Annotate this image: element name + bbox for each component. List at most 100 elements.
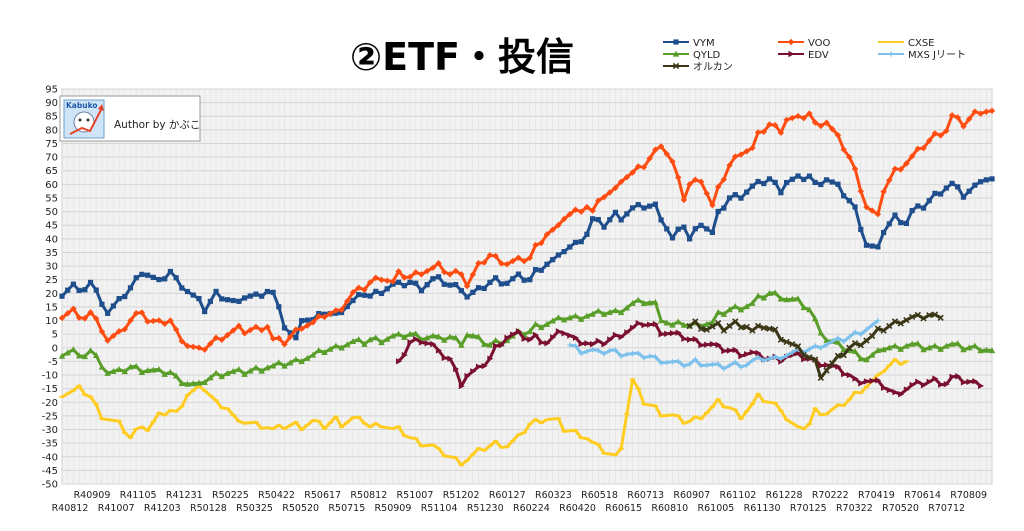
- data-point: [971, 108, 979, 115]
- data-point: [144, 429, 151, 432]
- data-point: [521, 431, 527, 434]
- data-point: [207, 394, 213, 397]
- data-point: [367, 293, 373, 299]
- data-point: [834, 338, 842, 345]
- data-point: [93, 403, 99, 406]
- data-point: [510, 439, 516, 442]
- data-point: [555, 417, 561, 420]
- data-point: [326, 345, 334, 352]
- data-point: [355, 284, 362, 291]
- data-point: [926, 344, 933, 351]
- x-tick-label: R60127: [489, 490, 526, 501]
- data-point: [852, 391, 858, 394]
- y-tick-label: 20: [45, 289, 58, 300]
- data-point: [772, 179, 778, 186]
- data-point: [127, 436, 134, 439]
- data-point: [635, 387, 641, 390]
- data-point: [664, 359, 670, 365]
- data-point: [674, 174, 682, 181]
- data-point: [276, 424, 282, 427]
- data-point: [378, 276, 385, 284]
- data-point: [481, 449, 487, 452]
- data-point: [544, 261, 550, 267]
- data-point: [561, 330, 568, 337]
- data-point: [852, 375, 859, 382]
- data-point: [332, 307, 340, 314]
- data-point: [116, 296, 122, 302]
- data-point: [720, 310, 728, 317]
- data-point: [99, 301, 105, 307]
- x-tick-label: R60323: [535, 490, 572, 501]
- data-point: [389, 332, 397, 339]
- data-point: [127, 363, 134, 370]
- data-point: [715, 208, 721, 215]
- data-point: [714, 319, 722, 327]
- data-point: [64, 310, 71, 317]
- x-tick-label: R70712: [928, 503, 965, 514]
- data-point: [538, 267, 544, 273]
- data-point: [932, 190, 938, 196]
- data-point: [138, 369, 146, 376]
- data-point: [834, 131, 842, 139]
- data-point: [971, 342, 979, 349]
- data-point: [549, 317, 556, 324]
- data-point: [544, 340, 551, 347]
- data-point: [292, 326, 300, 333]
- data-point: [874, 210, 882, 218]
- data-point: [817, 329, 825, 336]
- data-point: [144, 367, 151, 374]
- data-point: [841, 371, 848, 378]
- data-point: [943, 342, 950, 349]
- data-point: [82, 287, 88, 293]
- data-point: [646, 155, 653, 162]
- data-point: [99, 417, 105, 420]
- data-point: [629, 299, 636, 306]
- data-point: [635, 296, 642, 303]
- data-point: [823, 413, 830, 416]
- data-point: [880, 384, 887, 392]
- data-point: [498, 446, 504, 449]
- data-point: [395, 330, 402, 337]
- data-point: [738, 417, 744, 420]
- data-point: [806, 110, 813, 117]
- data-point: [692, 415, 698, 418]
- series-voo: [58, 107, 996, 353]
- data-point: [771, 122, 779, 129]
- data-point: [954, 114, 961, 121]
- data-point: [487, 444, 493, 447]
- data-point: [886, 344, 893, 351]
- data-point: [492, 252, 499, 260]
- data-point: [595, 443, 601, 446]
- y-tick-label: -50: [42, 480, 58, 491]
- data-point: [212, 369, 220, 376]
- data-point: [938, 381, 945, 388]
- data-point: [886, 386, 893, 394]
- data-point: [481, 259, 488, 266]
- data-point: [453, 365, 460, 373]
- data-point: [446, 333, 454, 340]
- data-point: [572, 343, 579, 349]
- data-point: [687, 236, 693, 242]
- data-point: [441, 354, 448, 362]
- data-point: [275, 334, 283, 342]
- data-point: [675, 329, 682, 336]
- data-point: [624, 329, 631, 336]
- series-cxse: [59, 358, 910, 467]
- data-point: [253, 421, 259, 424]
- data-point: [692, 176, 699, 183]
- data-point: [93, 315, 100, 322]
- data-point: [657, 317, 665, 324]
- data-point: [635, 163, 642, 170]
- data-point: [743, 148, 750, 155]
- data-point: [418, 339, 425, 346]
- data-point: [212, 334, 220, 341]
- data-point: [555, 314, 562, 321]
- data-point: [475, 260, 482, 267]
- data-point: [948, 340, 956, 347]
- data-point: [903, 160, 910, 167]
- data-point: [743, 323, 750, 331]
- data-point: [287, 424, 293, 427]
- data-point: [572, 239, 579, 245]
- data-point: [835, 335, 841, 341]
- data-point: [766, 325, 773, 332]
